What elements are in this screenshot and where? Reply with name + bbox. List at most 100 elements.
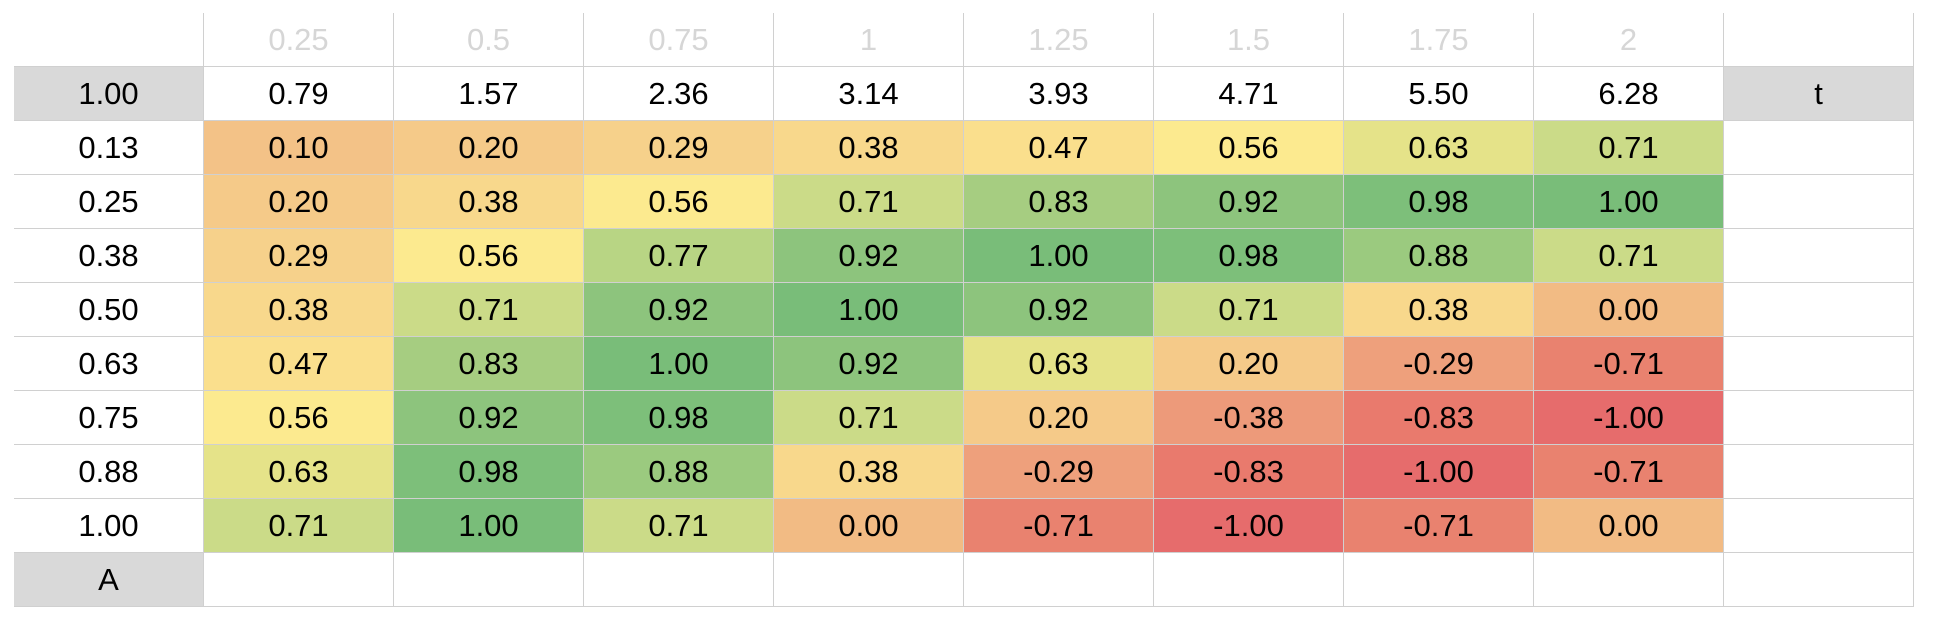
heatmap-cell[interactable]: 0.38 [204, 283, 394, 337]
heatmap-cell[interactable]: -0.71 [964, 499, 1154, 553]
t-value-cell[interactable]: 4.71 [1154, 67, 1344, 121]
heatmap-cell[interactable]: 0.92 [774, 229, 964, 283]
column-header-cell[interactable]: 0.5 [394, 13, 584, 67]
heatmap-cell[interactable]: 0.20 [1154, 337, 1344, 391]
t-value-cell[interactable]: 2.36 [584, 67, 774, 121]
heatmap-cell[interactable]: -0.29 [964, 445, 1154, 499]
empty-cell[interactable] [1724, 499, 1914, 553]
empty-cell[interactable] [394, 553, 584, 607]
row-label-cell[interactable]: 0.88 [14, 445, 204, 499]
column-header-cell[interactable]: 0.25 [204, 13, 394, 67]
heatmap-cell[interactable]: -0.71 [1344, 499, 1534, 553]
heatmap-cell[interactable]: 0.00 [1534, 283, 1724, 337]
t-value-cell[interactable]: 3.14 [774, 67, 964, 121]
heatmap-cell[interactable]: 0.56 [1154, 121, 1344, 175]
heatmap-cell[interactable]: 0.92 [584, 283, 774, 337]
heatmap-cell[interactable]: 0.98 [1344, 175, 1534, 229]
a-label-cell[interactable]: A [14, 553, 204, 607]
t-value-cell[interactable]: 0.79 [204, 67, 394, 121]
heatmap-cell[interactable]: 1.00 [964, 229, 1154, 283]
empty-cell[interactable] [14, 13, 204, 67]
t-value-cell[interactable]: 3.93 [964, 67, 1154, 121]
column-header-cell[interactable]: 1.75 [1344, 13, 1534, 67]
row-label-cell[interactable]: 1.00 [14, 499, 204, 553]
heatmap-cell[interactable]: 0.56 [394, 229, 584, 283]
heatmap-cell[interactable]: -0.83 [1154, 445, 1344, 499]
heatmap-cell[interactable]: 0.98 [584, 391, 774, 445]
heatmap-cell[interactable]: 0.98 [1154, 229, 1344, 283]
heatmap-cell[interactable]: 0.98 [394, 445, 584, 499]
heatmap-cell[interactable]: 0.00 [1534, 499, 1724, 553]
heatmap-cell[interactable]: 0.71 [1154, 283, 1344, 337]
empty-cell[interactable] [1344, 553, 1534, 607]
heatmap-cell[interactable]: 0.47 [964, 121, 1154, 175]
heatmap-cell[interactable]: 0.71 [774, 175, 964, 229]
heatmap-cell[interactable]: 0.56 [204, 391, 394, 445]
heatmap-cell[interactable]: 1.00 [584, 337, 774, 391]
heatmap-cell[interactable]: 0.38 [774, 121, 964, 175]
heatmap-cell[interactable]: 0.20 [394, 121, 584, 175]
heatmap-cell[interactable]: -0.71 [1534, 337, 1724, 391]
heatmap-cell[interactable]: -0.38 [1154, 391, 1344, 445]
heatmap-cell[interactable]: 1.00 [774, 283, 964, 337]
heatmap-cell[interactable]: 0.63 [1344, 121, 1534, 175]
heatmap-cell[interactable]: 0.38 [394, 175, 584, 229]
heatmap-cell[interactable]: 0.71 [394, 283, 584, 337]
heatmap-cell[interactable]: 0.88 [1344, 229, 1534, 283]
empty-cell[interactable] [584, 553, 774, 607]
empty-cell[interactable] [1154, 553, 1344, 607]
heatmap-cell[interactable]: -0.83 [1344, 391, 1534, 445]
heatmap-cell[interactable]: -1.00 [1534, 391, 1724, 445]
t-value-cell[interactable]: 6.28 [1534, 67, 1724, 121]
empty-cell[interactable] [1724, 13, 1914, 67]
t-value-cell[interactable]: 5.50 [1344, 67, 1534, 121]
heatmap-cell[interactable]: 0.10 [204, 121, 394, 175]
empty-cell[interactable] [1724, 229, 1914, 283]
heatmap-cell[interactable]: 0.92 [774, 337, 964, 391]
heatmap-cell[interactable]: 0.47 [204, 337, 394, 391]
row-label-cell[interactable]: 0.75 [14, 391, 204, 445]
t-label-cell[interactable]: t [1724, 67, 1914, 121]
column-header-cell[interactable]: 1.5 [1154, 13, 1344, 67]
heatmap-cell[interactable]: 0.20 [204, 175, 394, 229]
column-header-cell[interactable]: 1 [774, 13, 964, 67]
column-header-cell[interactable]: 1.25 [964, 13, 1154, 67]
heatmap-cell[interactable]: 0.00 [774, 499, 964, 553]
empty-cell[interactable] [204, 553, 394, 607]
empty-cell[interactable] [1724, 391, 1914, 445]
column-header-cell[interactable]: 2 [1534, 13, 1724, 67]
heatmap-cell[interactable]: -1.00 [1154, 499, 1344, 553]
heatmap-cell[interactable]: 0.63 [964, 337, 1154, 391]
empty-cell[interactable] [1724, 175, 1914, 229]
row-label-cell[interactable]: 0.13 [14, 121, 204, 175]
heatmap-cell[interactable]: 0.56 [584, 175, 774, 229]
heatmap-cell[interactable]: 0.38 [1344, 283, 1534, 337]
heatmap-cell[interactable]: 0.92 [964, 283, 1154, 337]
empty-cell[interactable] [774, 553, 964, 607]
empty-cell[interactable] [1724, 121, 1914, 175]
heatmap-cell[interactable]: 0.63 [204, 445, 394, 499]
heatmap-cell[interactable]: -0.29 [1344, 337, 1534, 391]
heatmap-cell[interactable]: 0.38 [774, 445, 964, 499]
heatmap-cell[interactable]: 0.20 [964, 391, 1154, 445]
heatmap-cell[interactable]: -0.71 [1534, 445, 1724, 499]
heatmap-cell[interactable]: 0.29 [204, 229, 394, 283]
heatmap-cell[interactable]: 0.71 [204, 499, 394, 553]
heatmap-cell[interactable]: 0.71 [774, 391, 964, 445]
row-label-cell[interactable]: 0.50 [14, 283, 204, 337]
heatmap-cell[interactable]: -1.00 [1344, 445, 1534, 499]
empty-cell[interactable] [964, 553, 1154, 607]
heatmap-cell[interactable]: 0.92 [1154, 175, 1344, 229]
heatmap-cell[interactable]: 0.83 [964, 175, 1154, 229]
heatmap-cell[interactable]: 1.00 [394, 499, 584, 553]
heatmap-cell[interactable]: 0.71 [1534, 229, 1724, 283]
empty-cell[interactable] [1534, 553, 1724, 607]
empty-cell[interactable] [1724, 445, 1914, 499]
row-label-cell[interactable]: 0.38 [14, 229, 204, 283]
empty-cell[interactable] [1724, 553, 1914, 607]
heatmap-cell[interactable]: 1.00 [1534, 175, 1724, 229]
row-label-cell[interactable]: 0.63 [14, 337, 204, 391]
heatmap-cell[interactable]: 0.77 [584, 229, 774, 283]
heatmap-cell[interactable]: 0.29 [584, 121, 774, 175]
heatmap-cell[interactable]: 0.83 [394, 337, 584, 391]
